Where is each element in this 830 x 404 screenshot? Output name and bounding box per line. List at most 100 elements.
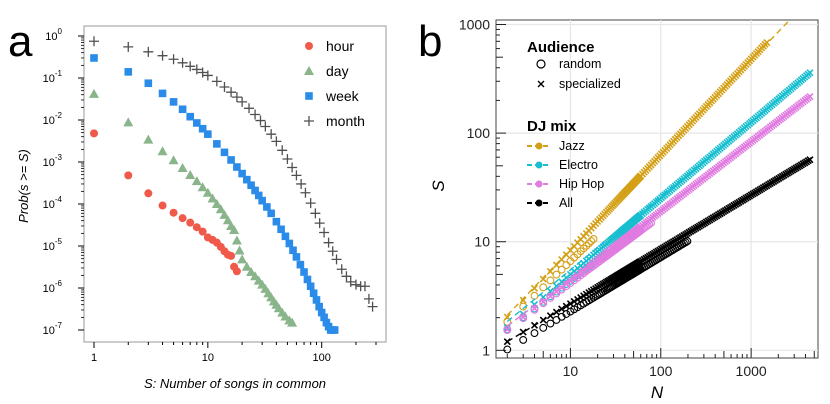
- month-point: [123, 41, 134, 52]
- week-point: [267, 209, 275, 218]
- hour-point: [232, 267, 241, 276]
- day-point: [89, 88, 99, 98]
- week-point: [158, 89, 167, 98]
- day-point: [219, 209, 230, 219]
- day-point: [185, 170, 196, 180]
- y-tick-label: 10-2: [43, 111, 63, 127]
- month-point: [237, 96, 248, 107]
- All-random-point: [503, 345, 512, 354]
- month-point: [341, 271, 352, 282]
- week-point: [90, 54, 98, 62]
- legend-mix-title: DJ mix: [527, 118, 577, 135]
- legend-mix-Electro: Electro: [559, 158, 598, 172]
- legend-label-week: week: [325, 88, 360, 104]
- month-point: [260, 121, 271, 132]
- month-point: [336, 264, 347, 275]
- week-point: [303, 275, 312, 284]
- legend-dot-Jazz: [535, 142, 543, 150]
- week-point: [233, 163, 241, 171]
- hour-point: [169, 208, 178, 217]
- legend-mix-All: All: [559, 196, 573, 210]
- week-point: [292, 253, 301, 261]
- month-point: [271, 136, 282, 147]
- hour-point: [192, 223, 201, 232]
- week-point: [296, 260, 305, 269]
- day-point: [287, 317, 298, 327]
- month-point: [367, 301, 378, 312]
- All-random-point: [539, 323, 548, 332]
- month-point: [266, 129, 277, 140]
- month-point: [177, 57, 188, 68]
- day-point: [157, 146, 168, 156]
- hour-point: [198, 227, 207, 236]
- day-point: [168, 155, 179, 165]
- Hip Hop-random-point: [503, 326, 512, 335]
- y-tick-label: 100: [467, 125, 491, 141]
- Jazz-random-point: [562, 261, 571, 270]
- week-point: [144, 79, 153, 88]
- week-point: [330, 326, 339, 334]
- month-point: [319, 227, 330, 238]
- month-point: [168, 54, 179, 65]
- month-point: [282, 153, 293, 164]
- day-point: [143, 134, 154, 144]
- Hip Hop-random-point: [530, 305, 539, 314]
- week-point: [178, 105, 187, 114]
- month-point: [185, 61, 196, 72]
- y-tick-label: 10-1: [43, 69, 63, 85]
- Hip Hop-random-point: [552, 289, 561, 298]
- All-random-point: [681, 238, 690, 247]
- Hip Hop-specialized-point: [806, 92, 814, 101]
- Hip Hop-random-point: [645, 220, 654, 229]
- day-point: [211, 199, 222, 208]
- x-tick-label: 1: [91, 352, 97, 364]
- week-point: [300, 268, 308, 276]
- Hip Hop-random-point: [546, 293, 555, 302]
- fit-line-Hip Hop: [506, 96, 811, 327]
- month-point: [296, 178, 307, 189]
- month-point: [363, 293, 374, 304]
- Jazz-random-point: [546, 276, 555, 285]
- week-point: [247, 181, 255, 190]
- All-random-point: [546, 319, 555, 328]
- y-tick-label: 10-7: [43, 321, 63, 337]
- Electro-specialized-point: [806, 69, 814, 77]
- panel-a-ylabel: Prob(s >= S): [16, 149, 31, 223]
- week-point: [198, 124, 207, 133]
- panel-b-xlabel: N: [651, 383, 664, 402]
- legend-marker-month: [304, 116, 314, 126]
- panel-a-legend: hour day week month: [304, 38, 365, 129]
- week-point: [258, 196, 266, 205]
- day-point: [222, 215, 233, 225]
- month-point: [226, 87, 237, 98]
- day-point: [191, 176, 202, 186]
- legend-audience-title: Audience: [527, 39, 595, 56]
- panel-b-letter: b: [418, 17, 442, 66]
- week-point: [309, 289, 318, 298]
- week-point: [317, 308, 326, 317]
- Jazz-random-point: [582, 241, 591, 250]
- series-week: [90, 54, 339, 334]
- week-point: [263, 203, 271, 211]
- month-point: [157, 50, 168, 61]
- legend-audience-random: random: [559, 57, 601, 71]
- All-random-point: [530, 329, 539, 338]
- series-month: [89, 36, 378, 312]
- month-point: [323, 237, 334, 248]
- week-point: [169, 98, 178, 106]
- week-point: [285, 239, 294, 248]
- legend-label-hour: hour: [326, 38, 354, 54]
- month-point: [211, 76, 222, 87]
- week-point: [213, 140, 221, 148]
- legend-label-day: day: [326, 63, 349, 79]
- y-tick-label: 10-3: [43, 153, 63, 169]
- day-point: [246, 267, 257, 277]
- day-point: [202, 187, 213, 197]
- legend-random-marker: [536, 59, 546, 69]
- panel-b-fit-lines: [506, 19, 811, 343]
- Jazz-random-point: [539, 283, 548, 292]
- legend-dot-Electro: [535, 161, 543, 169]
- x-tick-label: 1000: [736, 363, 767, 379]
- Jazz-specialized-point: [530, 284, 539, 292]
- panel-b-ticks: 10 100 1000 1 10 100 1000: [459, 16, 815, 379]
